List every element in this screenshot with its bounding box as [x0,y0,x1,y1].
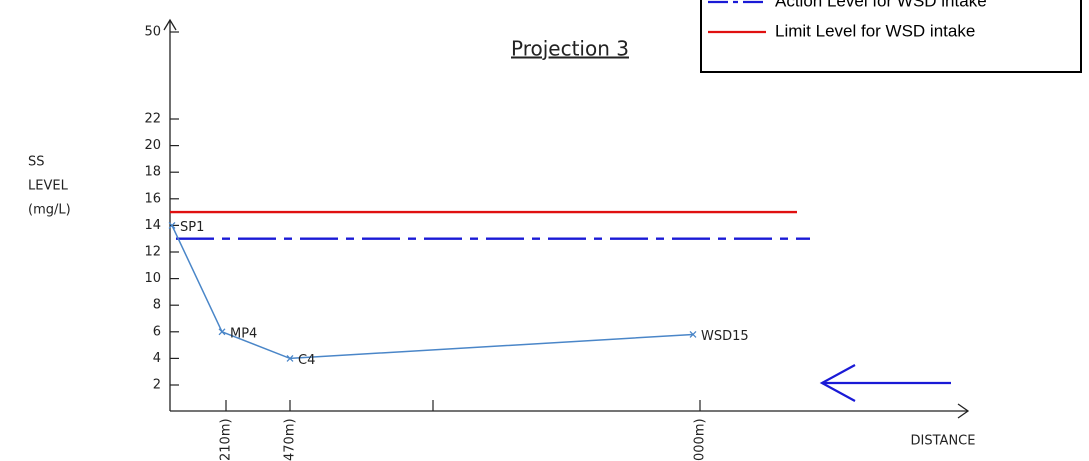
y-axis-label: SS [28,155,45,170]
data-point [218,328,226,336]
y-tick-label: 2 [153,378,161,393]
legend-box [700,0,1082,73]
point-label: SP1 [180,220,204,235]
legend-label: Limit Level for WSD intake [775,21,975,40]
point-label: C4 [298,353,315,368]
y-tick-label: 18 [144,165,161,180]
chart-title: Projection 3 [511,37,629,61]
x-tick-label: 470m) [283,418,298,461]
x-tick-label: 000m) [693,418,708,461]
x-axis-label: DISTANCE [911,434,976,449]
y-axis-label: (mg/L) [28,203,71,218]
y-tick-label: 20 [144,138,161,153]
y-tick-label: 12 [144,245,161,260]
arrow-head [819,364,856,402]
y-axis-arrow [163,18,177,31]
y-axis-label: LEVEL [28,179,69,194]
y-tick-label: 22 [144,112,161,127]
y-tick-label: 14 [144,218,161,233]
data-point [286,354,294,362]
y-tick-label: 50 [144,25,161,40]
point-label: WSD15 [701,329,749,344]
data-point [689,331,697,338]
point-label: MP4 [230,326,257,341]
y-tick-label: 10 [144,271,161,286]
y-tick-label: 16 [144,191,161,206]
y-tick-label: 8 [153,298,161,313]
data-line [171,225,694,360]
legend-label: Action Level for WSD intake [775,0,987,10]
y-tick-label: 6 [153,324,161,339]
y-tick-label: 4 [153,351,161,366]
x-axis-arrow [957,403,970,419]
x-tick-label: 210m) [219,418,234,461]
data-point [168,221,176,229]
